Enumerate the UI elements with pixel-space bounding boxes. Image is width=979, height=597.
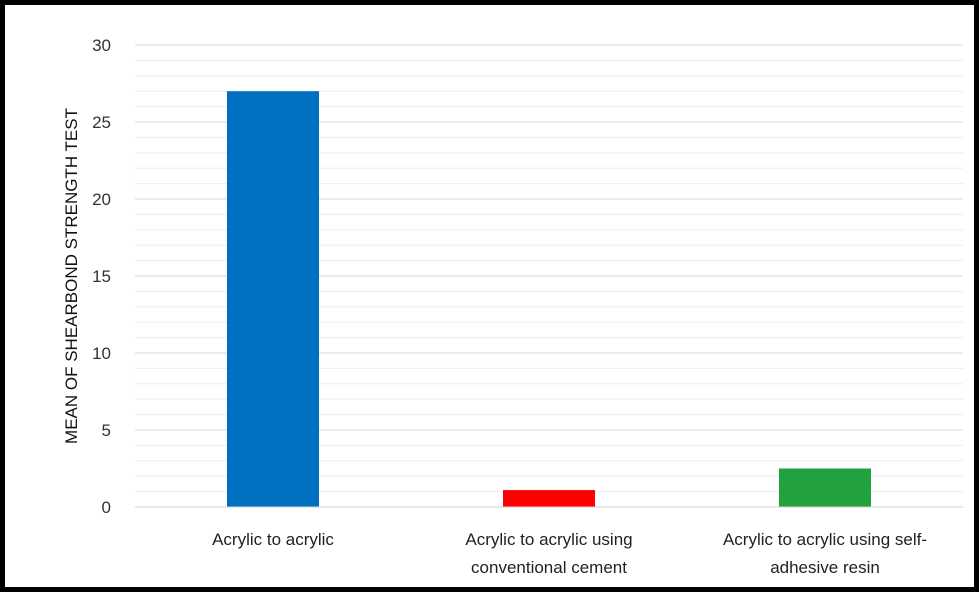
x-category-label: conventional cement <box>471 558 627 577</box>
y-tick-label: 25 <box>92 113 111 132</box>
y-tick-label: 30 <box>92 36 111 55</box>
y-axis-title: MEAN OF SHEARBOND STRENGTH TEST <box>62 108 81 444</box>
x-category-labels: Acrylic to acrylic Acrylic to acrylic usi… <box>212 530 927 577</box>
bar <box>227 91 319 507</box>
y-tick-label: 20 <box>92 190 111 209</box>
bar <box>779 468 871 507</box>
y-tick-label: 15 <box>92 267 111 286</box>
x-category-label: Acrylic to acrylic using self- <box>723 530 927 549</box>
x-category-label: Acrylic to acrylic using <box>465 530 632 549</box>
bars <box>227 91 871 507</box>
y-tick-labels: 0 5 10 15 20 25 30 <box>92 36 111 517</box>
bar <box>503 490 595 507</box>
x-category-label: Acrylic to acrylic <box>212 530 334 549</box>
y-tick-label: 10 <box>92 344 111 363</box>
y-tick-label: 5 <box>102 421 111 440</box>
y-tick-label: 0 <box>102 498 111 517</box>
x-category-label: adhesive resin <box>770 558 880 577</box>
